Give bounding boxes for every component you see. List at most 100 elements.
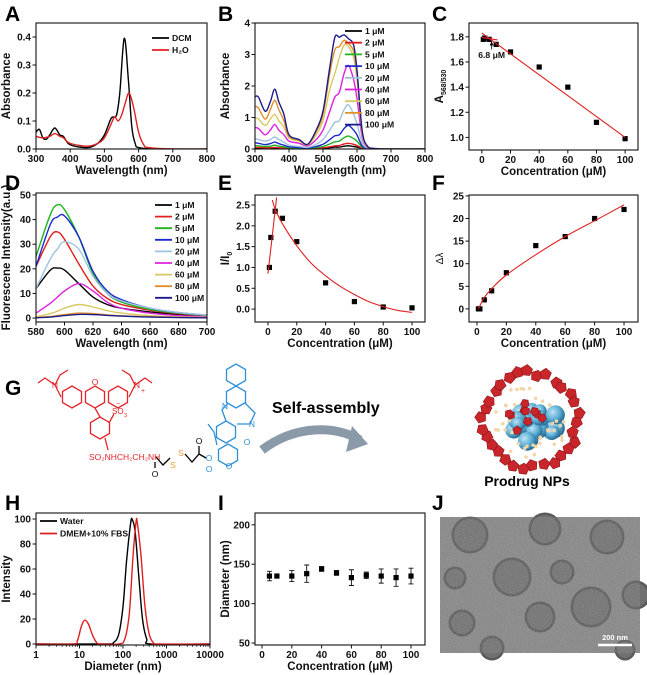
linker-bead xyxy=(547,403,552,407)
linker-bead xyxy=(503,403,508,407)
linker-bead xyxy=(496,428,501,432)
x-tick-label: 580 xyxy=(28,327,45,338)
fit-line xyxy=(271,199,413,313)
atom-ester-o2: O xyxy=(206,453,213,463)
x-tick-label: 80 xyxy=(376,650,388,661)
y-tick-label: 30 xyxy=(20,240,32,251)
y-tick-label: 2.5 xyxy=(236,200,250,211)
annotation-arrow-head-icon xyxy=(489,41,494,46)
chart-panel-e: E 0 20 40 60 80 100 0.0 0.5 1.0 1.5 2.0 2.5 Concentra… xyxy=(218,172,426,350)
y-tick-label: 0 xyxy=(244,145,250,156)
plot-frame xyxy=(254,194,426,323)
data-point xyxy=(481,297,487,303)
panel-label-g: G xyxy=(5,377,21,400)
y-tick-label: 1.5 xyxy=(236,242,250,253)
panel-label-h: H xyxy=(5,492,20,515)
x-axis-label: Concentration (μM) xyxy=(501,166,607,178)
y-tick-label: 0 xyxy=(458,304,464,315)
sulfophenyl-ring xyxy=(89,416,111,440)
data-point xyxy=(393,575,399,581)
linker-bead xyxy=(552,428,557,433)
shell-dye-block xyxy=(548,457,561,470)
data-point xyxy=(266,573,273,579)
shell-dye-block xyxy=(499,454,512,466)
cpt-ring-d xyxy=(215,420,237,444)
tem-image-panel-j: J 200 nm xyxy=(432,492,647,661)
panel-label-a: A xyxy=(5,3,20,26)
y-tick-label: 0.1 xyxy=(17,117,31,128)
linker-bead xyxy=(522,446,527,451)
data-point xyxy=(294,239,300,245)
panel-label-j: J xyxy=(432,492,444,515)
x-tick-label: 700 xyxy=(164,154,181,165)
data-point xyxy=(304,571,310,577)
series-line-water xyxy=(36,517,210,645)
data-point xyxy=(533,243,539,249)
legend-entry: 100 μM xyxy=(365,120,394,130)
series-line-100-m xyxy=(36,313,207,319)
core-sphere xyxy=(511,416,526,431)
inner-dye-block xyxy=(520,399,530,409)
linker-bead xyxy=(532,452,537,457)
x-tick-label: 0 xyxy=(474,327,480,338)
inner-dye-block xyxy=(512,425,522,435)
y-tick-label: 2.0 xyxy=(236,221,250,232)
atom-carbonyl-o: O xyxy=(152,469,159,479)
chart-panel-a: A 300 400 500 600 700 800 0.0 0.1 0.2 0.3 0.4 Wavele… xyxy=(1,3,216,177)
x-tick-label: 40 xyxy=(320,327,332,338)
data-point xyxy=(363,572,369,578)
inner-dye-block xyxy=(529,407,540,417)
x-tick-label: 40 xyxy=(530,327,542,338)
data-point xyxy=(322,280,329,286)
atom-cpt-n2: N xyxy=(249,419,255,429)
y-tick-label: 15 xyxy=(453,237,465,248)
prodrug-nps-label: Prodrug NPs xyxy=(484,473,570,489)
x-tick-label: 500 xyxy=(315,154,332,165)
linker-bead xyxy=(507,418,511,423)
x-tick-label: 600 xyxy=(56,327,73,338)
series-line-1-m xyxy=(36,267,207,317)
y-axis-label: Intensity xyxy=(1,555,13,603)
y-tick-label: 50 xyxy=(20,190,32,201)
atom-cpt-o3: O xyxy=(226,461,233,471)
x-tick-label: 0 xyxy=(259,650,265,661)
atom-s2: S xyxy=(178,448,184,458)
y-tick-label: 100 xyxy=(14,515,31,526)
legend-entry: DCM xyxy=(172,33,192,43)
legend-entry: H₂O xyxy=(172,45,189,55)
linker-bead xyxy=(509,388,513,392)
core-sphere xyxy=(545,405,565,425)
data-point xyxy=(268,234,274,241)
x-tick-label: 20 xyxy=(505,155,517,166)
ester-bonds xyxy=(184,446,207,463)
data-point xyxy=(477,306,483,312)
x-axis-label: Wavelength (nm) xyxy=(75,165,167,177)
legend-entry: Water xyxy=(60,516,84,526)
plot-frame xyxy=(468,194,639,323)
x-tick-label: 1000 xyxy=(155,650,178,661)
data-point xyxy=(333,570,340,576)
y-axis-label-main: Δλ xyxy=(435,253,446,265)
data-point xyxy=(593,119,600,125)
legend-entry: 100 μM xyxy=(175,293,204,303)
data-point xyxy=(348,575,354,581)
y-axis-label: A568/530 xyxy=(434,70,448,104)
plot-frame xyxy=(254,22,426,150)
chart-panel-f: F 0 20 40 60 80 100 0 5 10 15 20 25 Concentration (μM… xyxy=(432,172,639,350)
legend-entry: 2 μM xyxy=(175,212,195,222)
x-tick-label: 40 xyxy=(534,155,546,166)
shell-dye-block xyxy=(554,381,567,394)
x-tick-label: 640 xyxy=(113,327,130,338)
inner-dye-block xyxy=(504,409,514,419)
y-tick-label: 60 xyxy=(20,565,32,576)
x-axis-label: Wavelength (nm) xyxy=(294,165,386,177)
y-tick-label: 1 xyxy=(244,113,250,124)
y-tick-label: 0 xyxy=(25,640,31,651)
y-tick-label: 80 xyxy=(20,540,32,551)
y-axis-label-main: Fluorescene Intensity(a.u.) xyxy=(1,184,13,330)
linker-bead xyxy=(558,423,563,428)
amide-chain-label: SO₂NHCH₂CH₂NH xyxy=(89,452,160,462)
shell-dye-block xyxy=(570,416,583,429)
